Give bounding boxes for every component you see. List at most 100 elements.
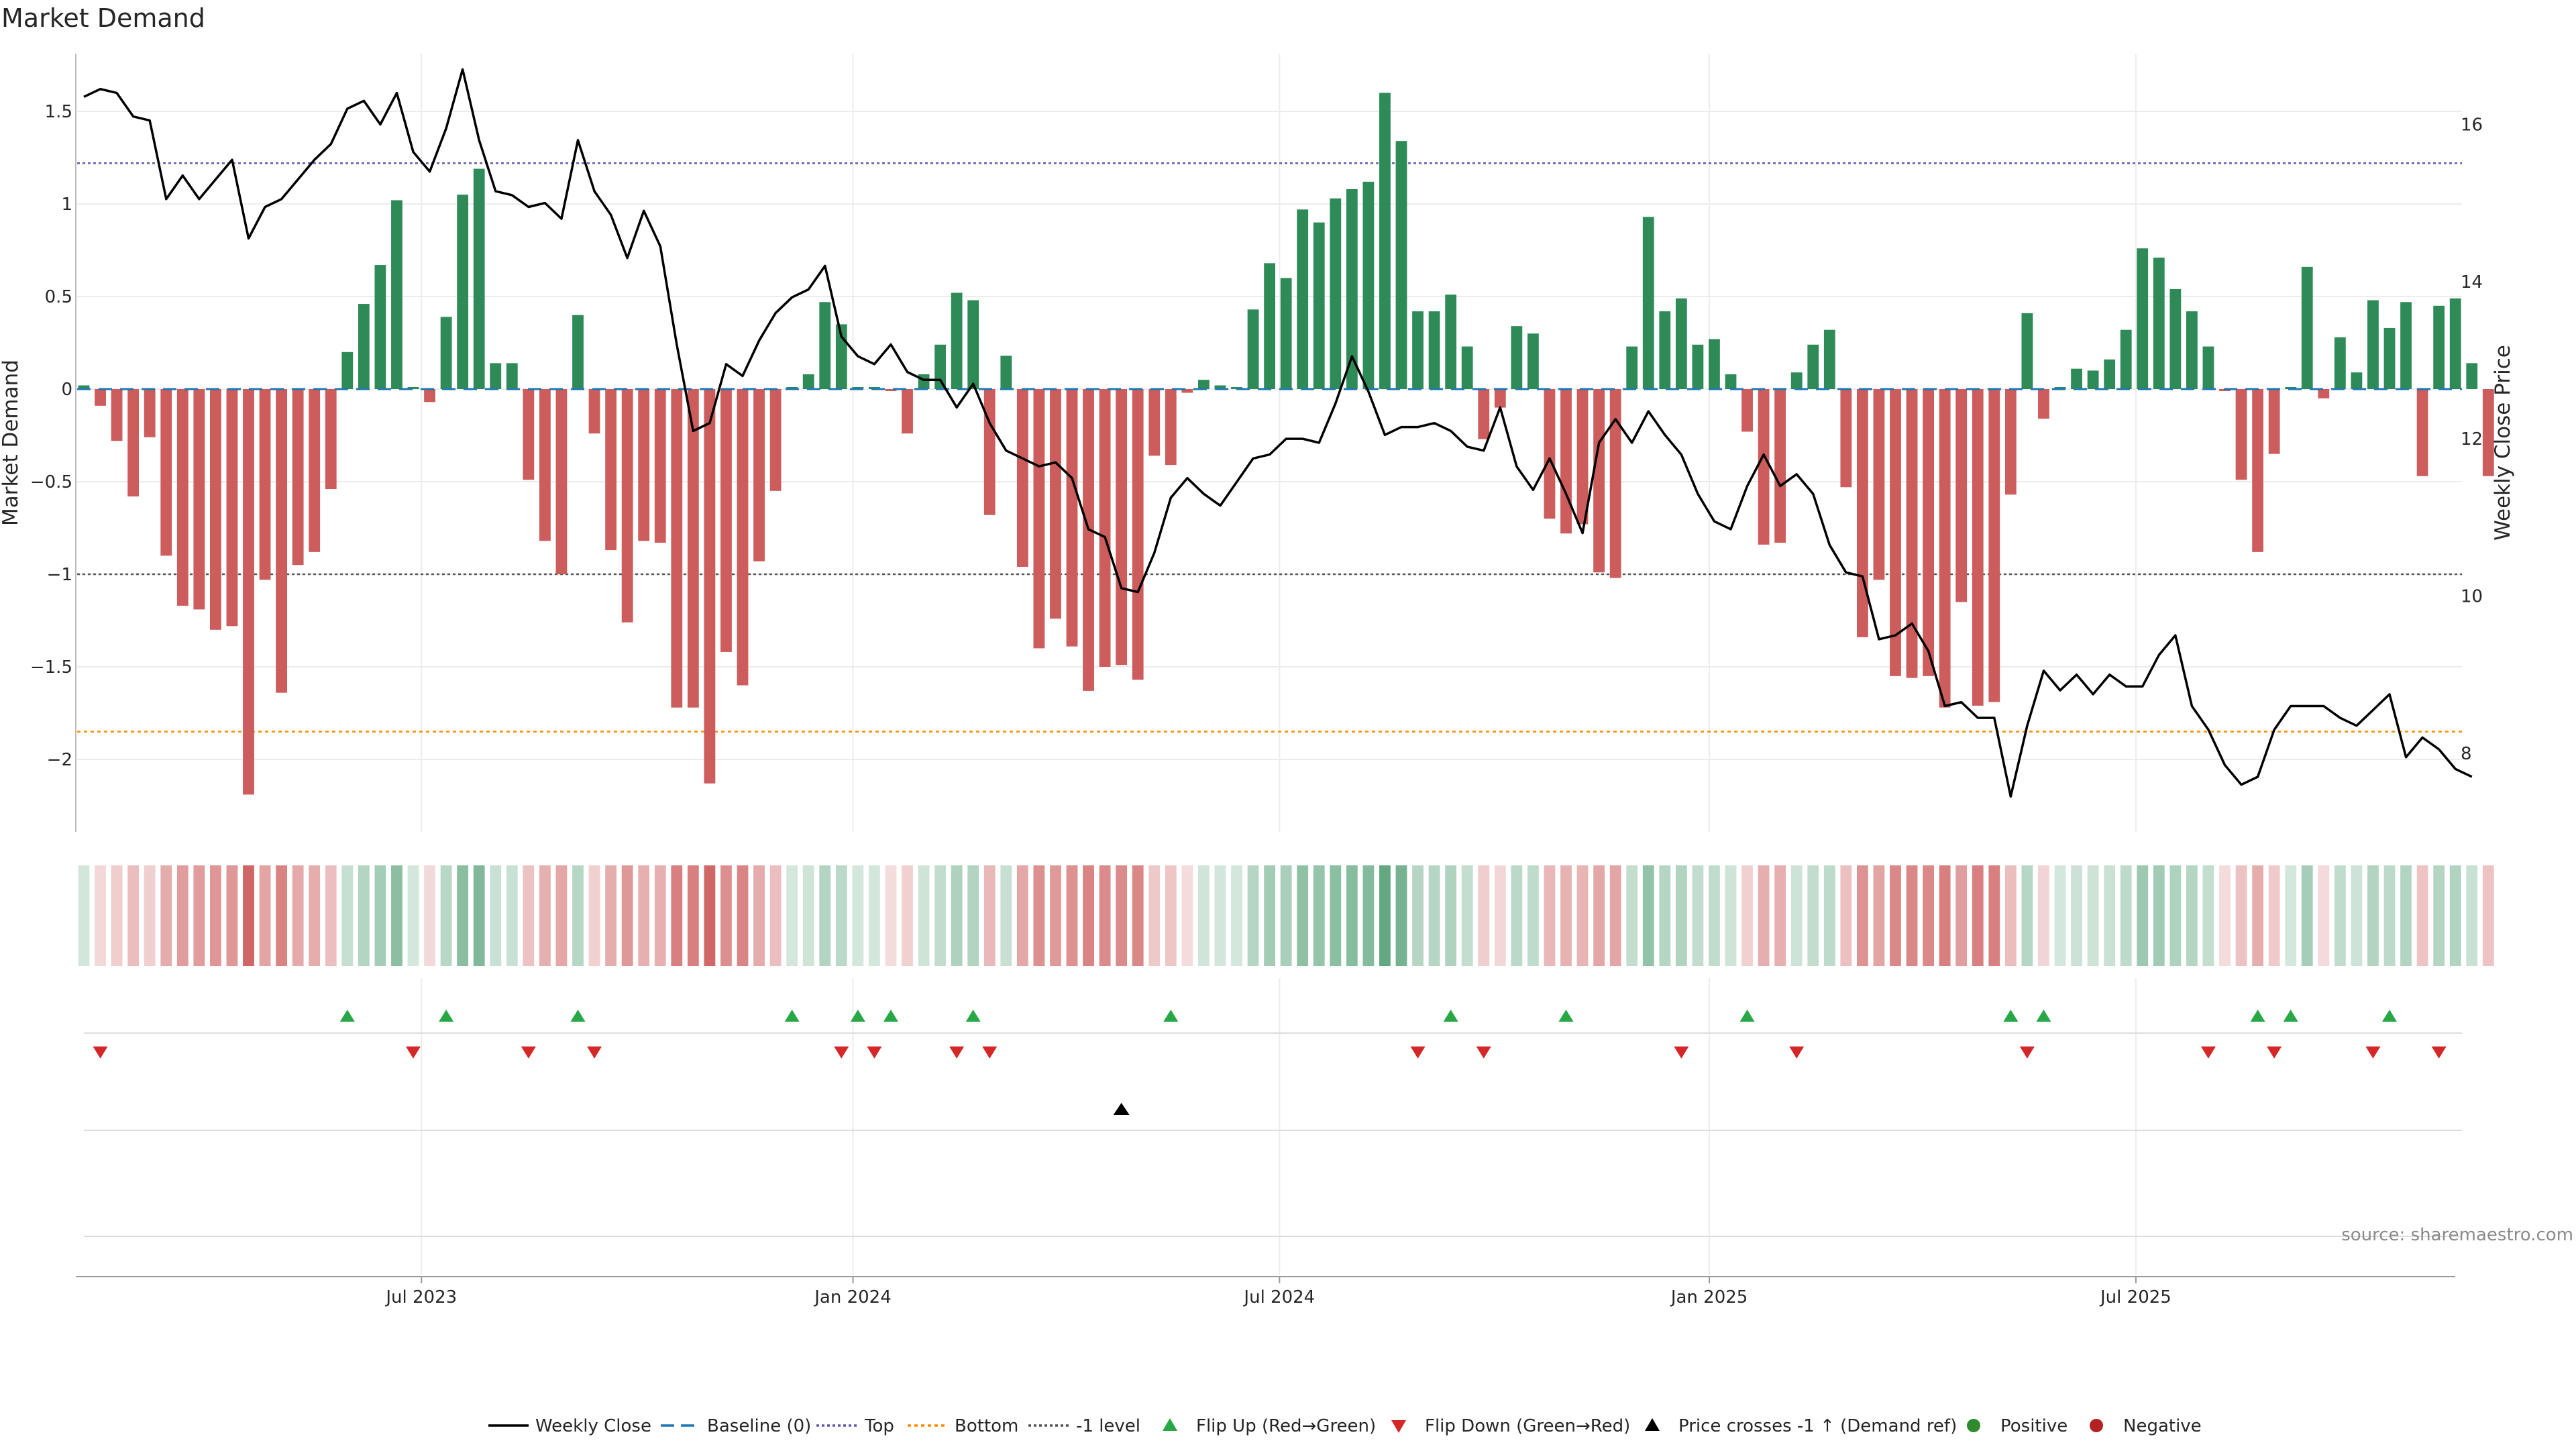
- demand-bar: [1560, 389, 1572, 534]
- flip-up-marker: [2250, 1010, 2265, 1022]
- demand-bar: [325, 389, 337, 490]
- heat-cell: [1247, 865, 1259, 966]
- flip-up-marker: [2283, 1010, 2298, 1022]
- demand-bar: [2252, 389, 2263, 552]
- flip-up-marker: [1163, 1010, 1179, 1022]
- heat-cell: [869, 865, 880, 966]
- heat-cell: [1132, 865, 1144, 966]
- heat-cell: [967, 865, 979, 966]
- demand-bar: [1214, 385, 1226, 389]
- demand-bar: [1709, 339, 1720, 389]
- heat-cell: [951, 865, 963, 966]
- demand-bar: [1873, 389, 1885, 580]
- demand-bar: [2186, 311, 2198, 389]
- demand-bar: [934, 344, 946, 389]
- heat-cell: [835, 865, 847, 966]
- heat-cell: [1099, 865, 1111, 966]
- demand-bar: [176, 389, 189, 606]
- heat-cell: [1050, 865, 1061, 966]
- demand-bar: [1807, 344, 1819, 389]
- demand-bar: [918, 374, 930, 389]
- heat-cell: [2104, 865, 2116, 966]
- flip-up-marker: [1739, 1010, 1755, 1022]
- demand-bar: [687, 389, 699, 708]
- heat-cell: [127, 865, 140, 966]
- demand-bar: [572, 315, 584, 389]
- demand-bar: [1890, 389, 1901, 676]
- heat-cell: [1560, 865, 1572, 966]
- flip-down-marker: [2200, 1046, 2216, 1059]
- demand-bar: [1593, 389, 1605, 573]
- heat-cell: [918, 865, 930, 966]
- heat-cell: [2268, 865, 2280, 966]
- demand-bar: [885, 389, 897, 391]
- demand-bar: [1692, 344, 1704, 389]
- heat-cell: [555, 865, 568, 966]
- heat-cell: [292, 865, 304, 966]
- demand-bar: [374, 265, 386, 389]
- heat-cell: [1774, 865, 1786, 966]
- y2-tick-label: 14: [2461, 272, 2483, 292]
- heat-cell: [1527, 865, 1539, 966]
- demand-bar: [1099, 389, 1111, 667]
- heat-cell: [2433, 865, 2445, 966]
- heat-cell: [2120, 865, 2132, 966]
- demand-bar: [737, 389, 749, 686]
- demand-bar: [1247, 309, 1259, 389]
- heat-cell: [572, 865, 584, 966]
- flip-up-marker: [965, 1010, 981, 1022]
- heat-cell: [1116, 865, 1128, 966]
- demand-bar: [424, 389, 435, 402]
- demand-bar: [1346, 189, 1358, 389]
- legend-swatch: [1967, 1419, 1980, 1432]
- heat-cell: [1790, 865, 1803, 966]
- demand-bar: [2038, 389, 2049, 419]
- demand-bar: [1857, 389, 1868, 637]
- demand-bar: [259, 389, 271, 580]
- demand-bar: [1906, 389, 1918, 678]
- demand-bar: [720, 389, 732, 652]
- weekly-close-line: [83, 68, 2473, 798]
- heat-cell: [2169, 865, 2182, 966]
- heat-cell: [1840, 865, 1852, 966]
- demand-bar: [2334, 337, 2346, 389]
- demand-bar: [2482, 389, 2494, 476]
- heat-cell: [1346, 865, 1358, 966]
- demand-bar: [2202, 346, 2214, 389]
- heat-cell: [1066, 865, 1078, 966]
- flip-down-marker: [1410, 1046, 1426, 1059]
- demand-bar: [210, 389, 221, 630]
- flip-up-marker: [570, 1010, 586, 1022]
- heat-cell: [358, 865, 370, 966]
- demand-bar: [243, 389, 254, 795]
- flip-down-marker: [1789, 1046, 1805, 1059]
- legend-label: Top: [864, 1416, 894, 1436]
- demand-bar: [1478, 389, 1490, 439]
- heat-cell: [506, 865, 518, 966]
- heat-cell: [1709, 865, 1720, 966]
- heat-cell: [523, 865, 535, 966]
- x-tick-label: Jul 2024: [1242, 1287, 1315, 1307]
- y2-tick-label: 12: [2461, 429, 2483, 449]
- heat-cell: [852, 865, 864, 966]
- heat-cell: [2466, 865, 2478, 966]
- price-cross-marker: [1113, 1103, 1130, 1115]
- heat-cell: [2186, 865, 2198, 966]
- flip-down-marker: [93, 1046, 108, 1059]
- heat-cell: [621, 865, 633, 966]
- demand-bar: [1840, 389, 1852, 488]
- demand-bar: [276, 389, 287, 693]
- x-tick-label: Jul 2023: [384, 1287, 457, 1307]
- heat-cell: [1972, 865, 1984, 966]
- y2-axis-label: Weekly Close Price: [2491, 345, 2515, 541]
- heat-cell: [588, 865, 600, 966]
- demand-bar: [555, 389, 568, 574]
- demand-bar: [1033, 389, 1045, 649]
- demand-bar: [1330, 198, 1342, 389]
- demand-bar: [2400, 302, 2412, 389]
- demand-bar: [1066, 389, 1078, 647]
- heat-cell: [1494, 865, 1506, 966]
- demand-bar: [1461, 346, 1473, 389]
- demand-bar: [1280, 278, 1292, 389]
- y-tick-label: −1: [47, 565, 72, 585]
